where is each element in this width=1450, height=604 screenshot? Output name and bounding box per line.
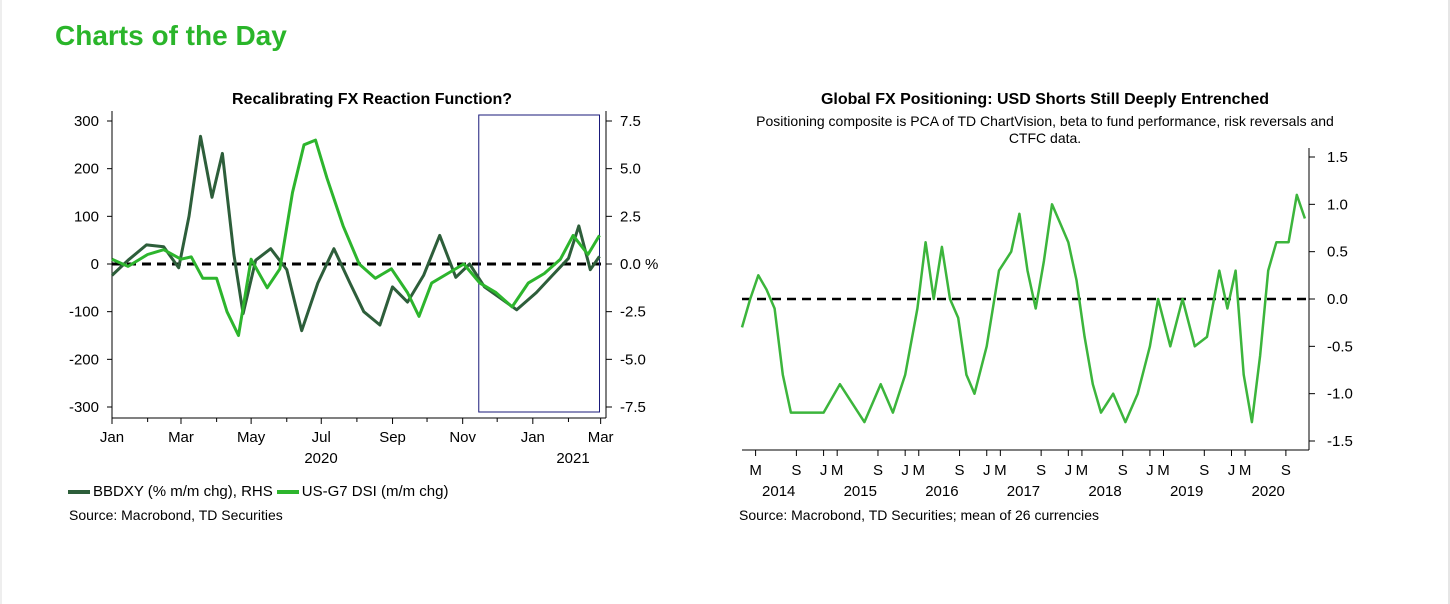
chart2-x-tick-label: S: [955, 462, 965, 479]
chart1-x-tick-label: Nov: [449, 429, 476, 446]
chart1-left-tick-label: 0: [91, 256, 99, 273]
chart1-source: Source: Macrobond, TD Securities: [69, 507, 283, 523]
chart1-x-tick-label: May: [237, 429, 266, 446]
chart1-x-tick-label: Jul: [312, 429, 331, 446]
chart2-x-tick-label: S: [1199, 462, 1209, 479]
chart2-x-tick-label: S: [791, 462, 801, 479]
chart2-title: Global FX Positioning: USD Shorts Still …: [820, 91, 1270, 108]
chart2-right-tick-label: 0.0: [1327, 291, 1348, 308]
chart1-left-tick-label: 100: [74, 208, 99, 225]
chart2-x-tick-label: M: [1157, 462, 1170, 479]
chart2-x-tick-label: J: [901, 462, 909, 479]
chart1-highlight-box: [478, 114, 601, 413]
chart1-left-tick-label: 300: [74, 113, 99, 130]
legend-label-dsi: US-G7 DSI (m/m chg): [301, 483, 449, 500]
page-right-border: [1448, 0, 1450, 604]
chart1-right-tick-label: 2.5: [620, 208, 641, 225]
chart2-x-tick-label: S: [1118, 462, 1128, 479]
chart2-year-label: 2014: [762, 483, 795, 500]
chart2-x-tick-label: M: [749, 462, 762, 479]
chart1-left-tick-label: -100: [69, 304, 99, 321]
legend-label-bbdxy: BBDXY (% m/m chg), RHS: [93, 483, 273, 500]
chart1-left-tick-label: -300: [69, 399, 99, 416]
chart1-x-tick-label: Jan: [100, 429, 124, 446]
chart2-source: Source: Macrobond, TD Securities; mean o…: [739, 507, 1100, 523]
page-title: Charts of the Day: [55, 20, 287, 51]
chart2-x-tick-label: M: [1076, 462, 1089, 479]
page-left-border: [0, 0, 2, 604]
legend-swatch-bbdxy: [68, 489, 90, 494]
chart1-year-label: 2020: [304, 450, 337, 467]
chart2-year-label: 2019: [1170, 483, 1203, 500]
chart2-x-tick-label: M: [1239, 462, 1252, 479]
chart2-x-tick-label: J: [1146, 462, 1154, 479]
chart1-title: Recalibrating FX Reaction Function?: [231, 91, 513, 108]
chart2-x-tick-label: M: [831, 462, 844, 479]
chart1-right-tick-label: 5.0: [620, 161, 641, 178]
chart2-x-tick-label: J: [1228, 462, 1236, 479]
chart1-right-tick-label: 0.0 %: [620, 256, 658, 273]
chart1-left-tick-label: 200: [74, 161, 99, 178]
chart2-x-tick-label: J: [1065, 462, 1073, 479]
chart2-series-line: [740, 193, 1307, 424]
chart1-legend: BBDXY (% m/m chg), RHS US-G7 DSI (m/m ch…: [68, 483, 448, 500]
chart1-right-tick-label: -7.5: [620, 399, 646, 416]
chart1-year-label: 2021: [556, 450, 589, 467]
chart2-right-tick-label: 1.0: [1327, 196, 1348, 213]
chart1-series-bbdxy-line: [110, 134, 601, 333]
chart1-series-dsi-line: [111, 138, 601, 337]
chart1-x-tick-label: Sep: [379, 429, 406, 446]
chart2-x-tick-label: S: [1281, 462, 1291, 479]
chart2-x-tick-label: M: [913, 462, 926, 479]
chart2-x-tick-label: S: [873, 462, 883, 479]
chart2-x-tick-label: J: [983, 462, 991, 479]
chart2-x-tick-label: S: [1036, 462, 1046, 479]
chart2-x-tick-label: J: [820, 462, 828, 479]
chart2-right-tick-label: 0.5: [1327, 244, 1348, 261]
chart2-x-tick-label: M: [994, 462, 1007, 479]
chart2-right-tick-label: 1.5: [1327, 149, 1348, 166]
legend-swatch-dsi: [276, 489, 299, 494]
chart1-x-tick-label: Mar: [168, 429, 194, 446]
chart2-right-tick-label: -1.0: [1327, 386, 1353, 403]
chart2-year-label: 2016: [925, 483, 958, 500]
chart1-right-tick-label: -5.0: [620, 351, 646, 368]
chart2-year-label: 2018: [1088, 483, 1121, 500]
chart1-x-tick-label: Jan: [521, 429, 545, 446]
chart2-year-label: 2015: [844, 483, 877, 500]
chart1-right-tick-label: 7.5: [620, 113, 641, 130]
chart2-year-label: 2020: [1252, 483, 1285, 500]
chart2-right-tick-label: -1.5: [1327, 433, 1353, 450]
chart2-right-tick-label: -0.5: [1327, 338, 1353, 355]
chart1-right-tick-label: -2.5: [620, 304, 646, 321]
chart1-x-tick-label: Mar: [588, 429, 614, 446]
chart2-year-label: 2017: [1007, 483, 1040, 500]
chart2-subtitle: Positioning composite is PCA of TD Chart…: [756, 113, 1334, 146]
chart1-left-tick-label: -200: [69, 351, 99, 368]
